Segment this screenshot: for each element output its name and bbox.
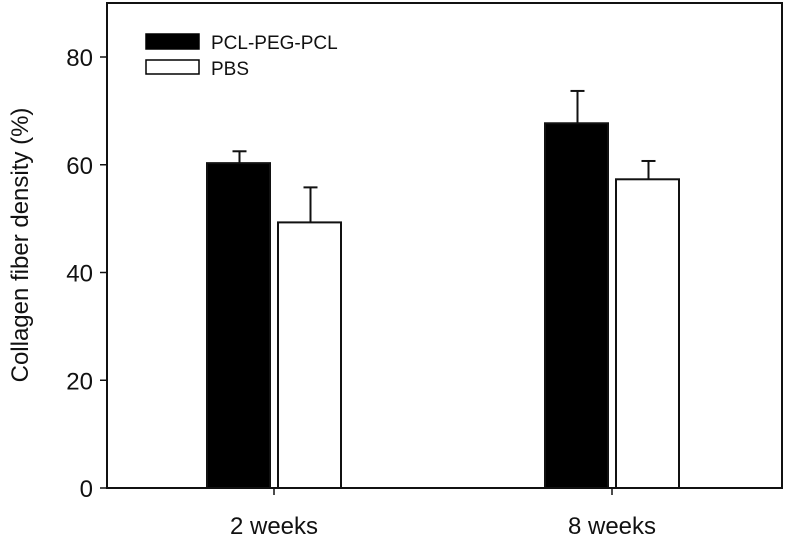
y-axis-title: Collagen fiber density (%) — [7, 108, 34, 383]
bar-pcl-peg-pcl-2-weeks — [206, 162, 271, 489]
legend: PCL-PEG-PCL PBS — [145, 33, 338, 80]
y-tick-label: 0 — [80, 476, 93, 503]
bar-pbs-8-weeks — [615, 178, 680, 489]
y-tick-label: 40 — [66, 261, 93, 288]
legend-swatch-pcl-peg-pcl — [145, 33, 200, 50]
x-category-label: 2 weeks — [230, 513, 318, 540]
legend-label-pbs: PBS — [211, 59, 249, 80]
bar-pbs-2-weeks — [277, 221, 342, 490]
x-category-label: 8 weeks — [568, 513, 656, 540]
legend-swatch-pbs — [145, 59, 200, 75]
plot-frame — [106, 2, 783, 489]
bar-pcl-peg-pcl-8-weeks — [544, 122, 609, 490]
legend-label-pcl-peg-pcl: PCL-PEG-PCL — [211, 33, 338, 54]
y-tick-label: 80 — [66, 45, 93, 72]
y-tick-label: 20 — [66, 368, 93, 395]
y-tick-label: 60 — [66, 153, 93, 180]
